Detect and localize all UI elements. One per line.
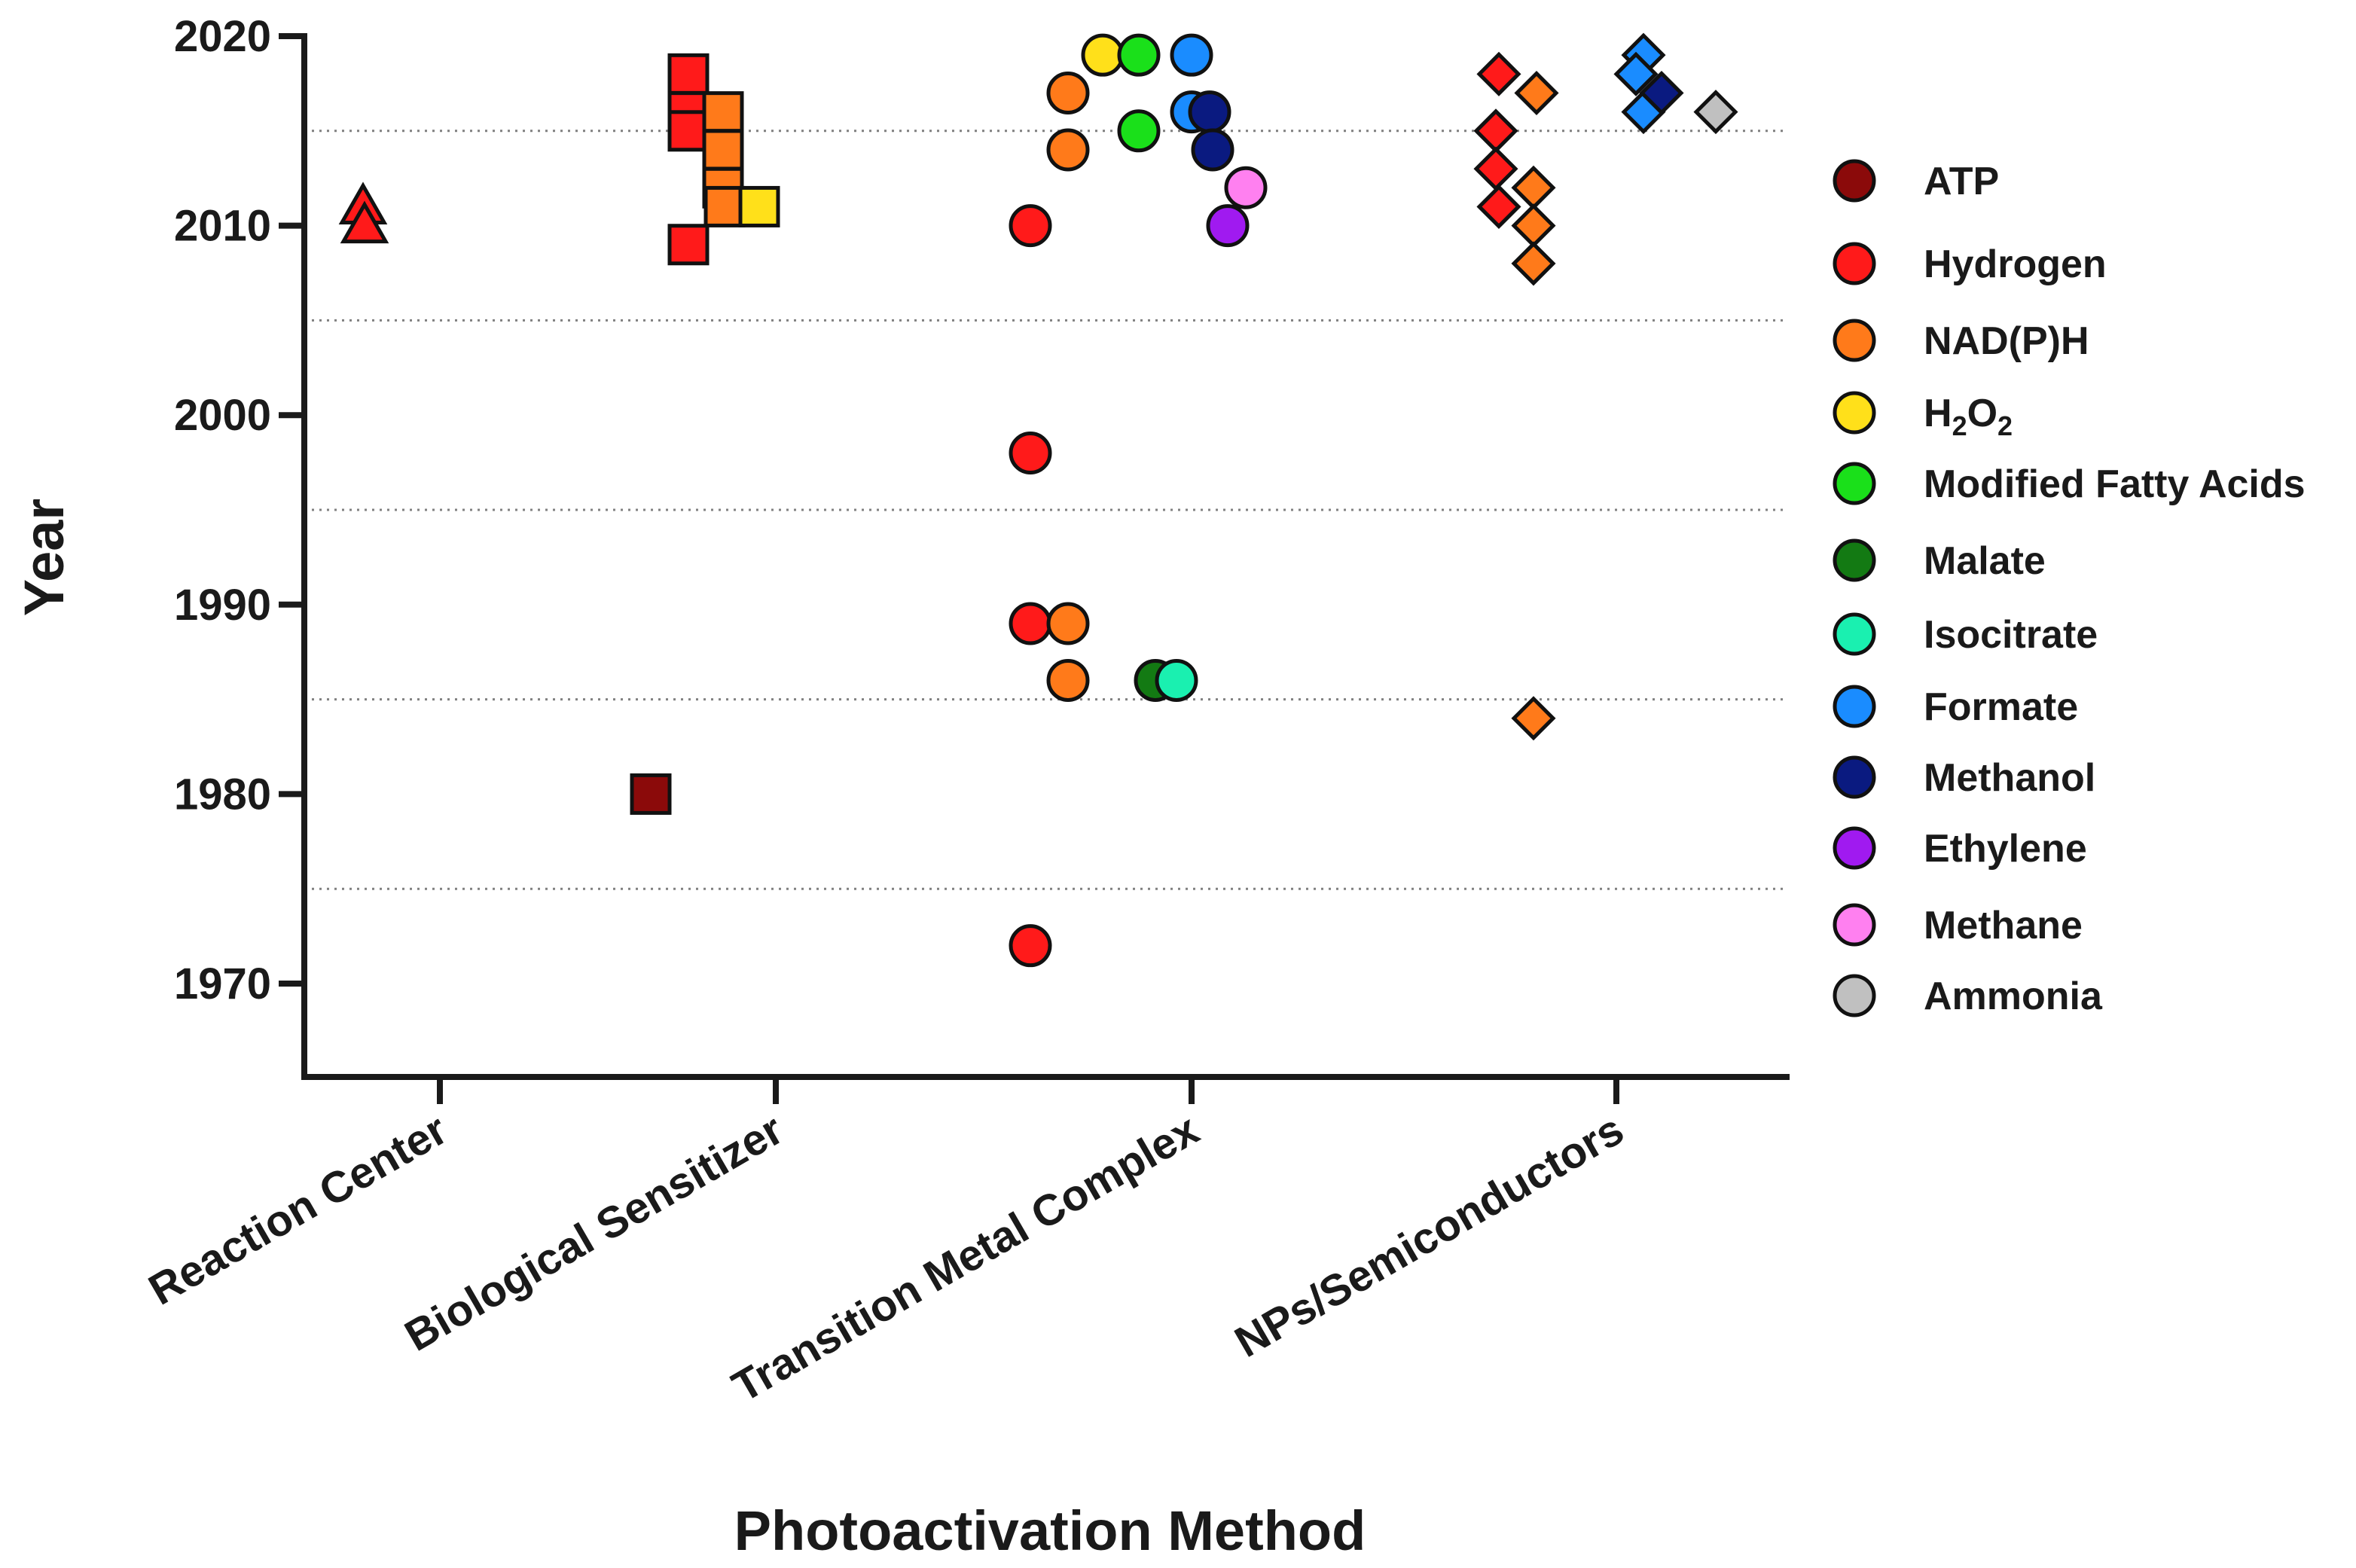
point-h2o2 [738, 185, 780, 227]
y-tick-label: 1970 [174, 959, 271, 1008]
legend-item-atp: ATP [1833, 159, 1999, 203]
legend: ATP Hydrogen NAD(P)H H2O2 Modified Fatty Aci… [1833, 159, 2306, 1018]
legend-label: Ethylene [1924, 827, 2087, 871]
legend-item-isocitrate: Isocitrate [1833, 612, 2098, 657]
legend-label: Ammonia [1924, 975, 2103, 1018]
point-methanol [1188, 90, 1231, 134]
legend-item-h2o2: H2O2 [1833, 391, 2013, 441]
point-nad-p-h [1511, 696, 1556, 741]
point-hydrogen [1009, 432, 1052, 475]
point-hydrogen [340, 200, 389, 244]
legend-label: Methanol [1924, 756, 2095, 800]
legend-label: ATP [1924, 160, 1999, 203]
legend-marker [1833, 685, 1876, 728]
point-nad-p-h [703, 185, 746, 227]
y-tick-label: 1980 [174, 770, 271, 819]
legend-label: Modified Fatty Acids [1924, 462, 2306, 506]
point-methanol [1639, 70, 1684, 116]
point-nad-p-h [1511, 203, 1556, 249]
legend-marker [1833, 612, 1876, 656]
point-hydrogen [667, 110, 710, 152]
point-hydrogen [667, 224, 710, 266]
legend-label: Methane [1924, 904, 2083, 947]
point-nad-p-h [1046, 71, 1090, 114]
point-methanol [1191, 128, 1234, 172]
y-tick-label: 2000 [174, 391, 271, 440]
y-tick-label: 1990 [174, 581, 271, 630]
axes [301, 33, 1790, 1080]
legend-marker [1833, 462, 1876, 505]
point-isocitrate [1155, 658, 1198, 702]
y-axis-title: Year [13, 499, 75, 616]
x-tick-label: Reaction Center [141, 1105, 456, 1315]
point-hydrogen [1476, 51, 1521, 96]
legend-marker [1833, 159, 1876, 203]
y-axis-ticks: 2020 2010 2000 1990 1980 1970 [174, 12, 304, 1008]
point-hydrogen [1009, 924, 1052, 968]
point-atp [630, 773, 672, 815]
point-hydrogen [1476, 184, 1521, 229]
gridlines [304, 130, 1787, 890]
point-nad-p-h [1046, 658, 1090, 702]
point-hydrogen [1473, 146, 1518, 191]
point-nad-p-h [702, 91, 744, 133]
point-hydrogen [1009, 204, 1052, 248]
legend-item-formate: Formate [1833, 685, 2078, 729]
legend-item-methanol: Methanol [1833, 755, 2095, 800]
point-modified-fatty-acids [1117, 33, 1161, 77]
point-hydrogen [1009, 602, 1052, 645]
legend-marker [1833, 974, 1876, 1017]
point-nad-p-h [702, 129, 744, 171]
legend-label: Hydrogen [1924, 243, 2107, 286]
legend-item-modified-fatty-acids: Modified Fatty Acids [1833, 462, 2306, 506]
x-tick-label: Transition Metal Complex [725, 1105, 1207, 1412]
legend-marker [1833, 319, 1876, 362]
legend-item-methane: Methane [1833, 903, 2083, 947]
point-nad-p-h [1046, 128, 1090, 172]
data-points [338, 32, 1738, 968]
point-nad-p-h [1511, 165, 1556, 210]
point-ammonia [1693, 90, 1738, 135]
legend-marker [1833, 538, 1876, 582]
point-methane [1224, 166, 1268, 209]
legend-label: NAD(P)H [1924, 319, 2089, 363]
legend-marker [1833, 826, 1876, 870]
legend-item-nad-p-h: NAD(P)H [1833, 319, 2089, 363]
legend-label: Isocitrate [1924, 613, 2098, 657]
point-hydrogen [667, 53, 710, 95]
legend-item-malate: Malate [1833, 538, 2046, 583]
point-nad-p-h [1046, 602, 1090, 645]
point-hydrogen [1473, 108, 1518, 154]
x-axis-title: Photoactivation Method [734, 1499, 1366, 1562]
legend-item-hydrogen: Hydrogen [1833, 242, 2107, 286]
legend-marker [1833, 391, 1876, 435]
legend-marker [1833, 755, 1876, 799]
y-tick-label: 2010 [174, 202, 271, 251]
point-h2o2 [1081, 33, 1125, 77]
legend-label: Formate [1924, 685, 2078, 729]
legend-label: Malate [1924, 539, 2046, 583]
point-formate [1170, 33, 1213, 77]
point-nad-p-h [1514, 70, 1559, 116]
legend-marker [1833, 903, 1876, 947]
legend-marker [1833, 242, 1876, 285]
y-tick-label: 2020 [174, 12, 271, 61]
legend-item-ethylene: Ethylene [1833, 826, 2087, 871]
legend-item-ammonia: Ammonia [1833, 974, 2103, 1018]
legend-label: H2O2 [1924, 392, 2013, 441]
x-tick-label: NPs/Semiconductors [1227, 1105, 1632, 1367]
point-nad-p-h [1511, 241, 1556, 286]
point-modified-fatty-acids [1117, 109, 1161, 153]
point-formate [1613, 51, 1659, 96]
point-ethylene [1206, 204, 1250, 248]
x-tick-label: Biological Sensitizer [397, 1105, 792, 1361]
